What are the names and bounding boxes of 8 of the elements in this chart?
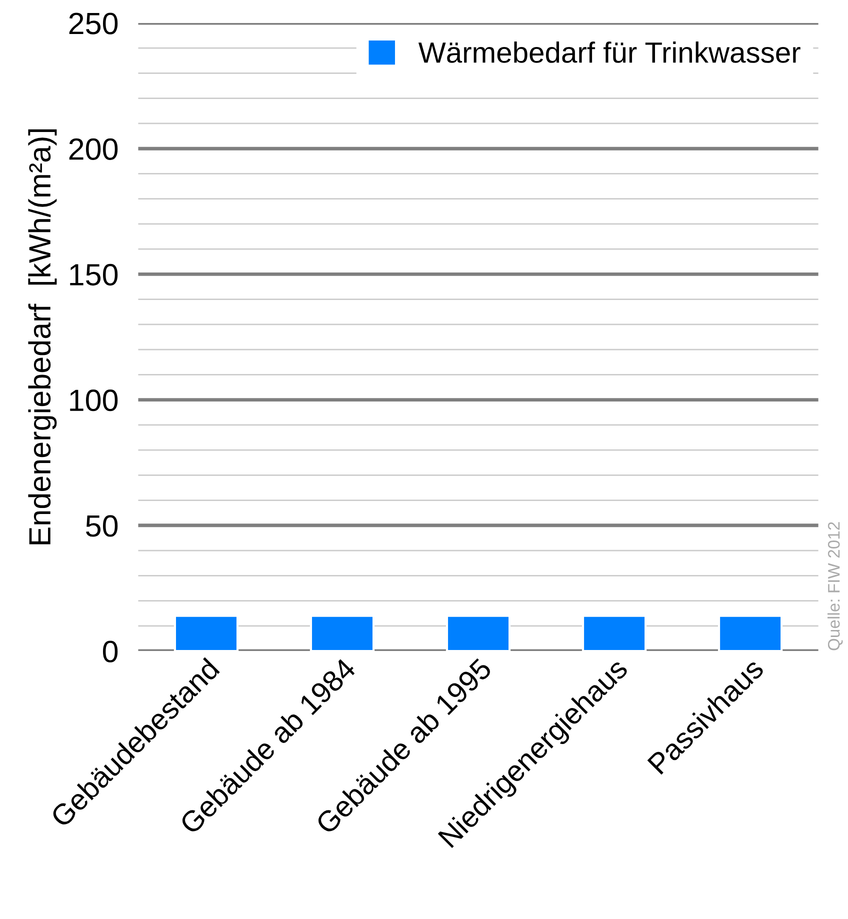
y-axis-title: Endenergiebedarf [kWh/(m²a)]	[28, 129, 57, 544]
y-tick-label: 200	[69, 138, 118, 160]
source-note: Quelle: FIW 2012	[828, 522, 843, 650]
y-tick-label: 150	[70, 264, 118, 286]
y-tick-label: 50	[86, 515, 118, 537]
y-tick-label: 250	[69, 12, 118, 34]
legend-label: Wärmebedarf für Trinkwasser	[418, 42, 800, 63]
y-tick-label: 100	[70, 390, 118, 412]
